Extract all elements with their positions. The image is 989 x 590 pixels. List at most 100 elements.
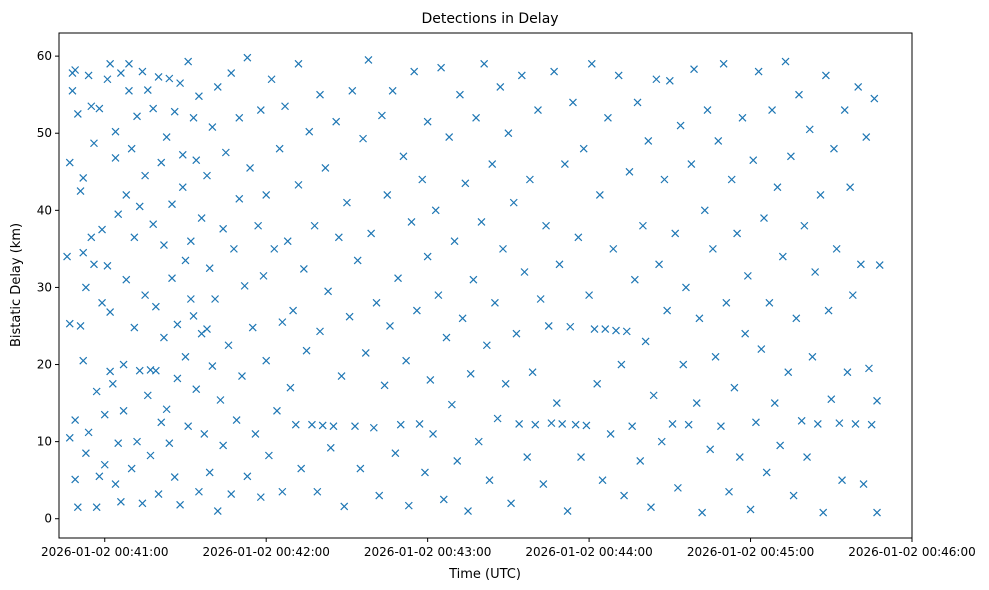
- data-point: [752, 418, 760, 427]
- data-point: [504, 129, 513, 138]
- data-point: [630, 275, 639, 284]
- data-point: [130, 233, 139, 242]
- data-point: [84, 428, 93, 437]
- data-point: [585, 291, 594, 300]
- data-point: [256, 106, 265, 115]
- data-point: [399, 152, 408, 161]
- y-tick-label: 0: [44, 512, 52, 526]
- data-point: [394, 274, 402, 283]
- data-point: [515, 419, 524, 428]
- data-point: [676, 121, 685, 130]
- data-point: [194, 92, 203, 101]
- data-point: [95, 104, 104, 113]
- data-point: [160, 333, 168, 342]
- data-point: [509, 198, 518, 207]
- data-point: [773, 183, 782, 192]
- data-point: [388, 86, 397, 95]
- data-point: [461, 179, 470, 188]
- data-point: [146, 451, 155, 460]
- data-point: [87, 233, 96, 242]
- data-point: [130, 323, 139, 332]
- data-point: [493, 414, 502, 423]
- data-point: [776, 441, 785, 450]
- data-point: [873, 396, 881, 405]
- data-point: [154, 73, 163, 81]
- data-point: [649, 391, 658, 400]
- data-point: [367, 229, 376, 238]
- data-point: [160, 241, 168, 249]
- data-point: [348, 86, 357, 95]
- data-point: [184, 422, 193, 431]
- data-point: [135, 202, 144, 211]
- data-point: [262, 190, 271, 199]
- data-point: [334, 233, 343, 242]
- data-point: [402, 356, 411, 365]
- data-point: [830, 144, 838, 153]
- data-point: [308, 420, 316, 429]
- data-point: [203, 325, 211, 333]
- data-point: [682, 283, 690, 292]
- data-point: [633, 98, 642, 107]
- data-point: [259, 271, 268, 280]
- data-point: [819, 508, 828, 517]
- data-point: [700, 206, 709, 215]
- data-point: [437, 63, 446, 72]
- data-point: [668, 419, 677, 428]
- data-point: [628, 422, 637, 431]
- data-point: [587, 59, 596, 68]
- data-point: [749, 156, 758, 165]
- data-point: [65, 433, 74, 442]
- data-point: [525, 175, 534, 184]
- data-point: [76, 187, 85, 195]
- y-tick-label: 40: [37, 203, 52, 217]
- data-point: [722, 298, 731, 307]
- data-point: [321, 163, 330, 172]
- data-point: [186, 295, 195, 303]
- data-point: [135, 366, 144, 375]
- data-point: [622, 327, 631, 336]
- data-point: [636, 456, 645, 465]
- data-point: [795, 90, 803, 99]
- data-point: [380, 381, 389, 390]
- data-point: [851, 419, 860, 428]
- data-point: [270, 244, 279, 253]
- data-point: [407, 217, 416, 226]
- chart-title: Detections in Delay: [421, 11, 558, 27]
- data-point: [178, 183, 187, 192]
- x-tick-label: 2026-01-02 00:45:00: [687, 545, 814, 559]
- data-point: [485, 476, 494, 485]
- data-point: [326, 443, 335, 452]
- data-point: [733, 229, 742, 238]
- data-point: [620, 491, 629, 500]
- data-point: [267, 75, 276, 84]
- data-point: [800, 221, 809, 230]
- data-point: [111, 127, 120, 136]
- data-point: [227, 69, 236, 78]
- data-point: [523, 453, 532, 461]
- data-point: [464, 507, 472, 515]
- data-point: [235, 113, 244, 122]
- data-point: [281, 102, 289, 111]
- data-point: [582, 421, 591, 430]
- data-point: [68, 86, 77, 95]
- data-point: [297, 464, 306, 473]
- data-point: [445, 133, 454, 142]
- x-tick-label: 2026-01-02 00:42:00: [202, 545, 329, 559]
- data-point: [90, 260, 98, 269]
- y-tick-label: 50: [37, 126, 52, 140]
- data-point: [784, 368, 793, 377]
- data-point: [100, 410, 109, 419]
- data-point: [79, 356, 88, 365]
- data-point: [125, 86, 133, 95]
- data-point: [531, 420, 540, 429]
- data-point: [512, 329, 521, 338]
- data-point: [563, 507, 572, 515]
- data-point: [176, 79, 185, 88]
- data-point: [229, 244, 238, 253]
- data-point: [517, 71, 526, 80]
- data-point: [617, 360, 626, 369]
- data-point: [116, 497, 125, 506]
- data-point: [189, 312, 198, 320]
- data-point: [418, 175, 427, 184]
- data-point: [219, 224, 228, 233]
